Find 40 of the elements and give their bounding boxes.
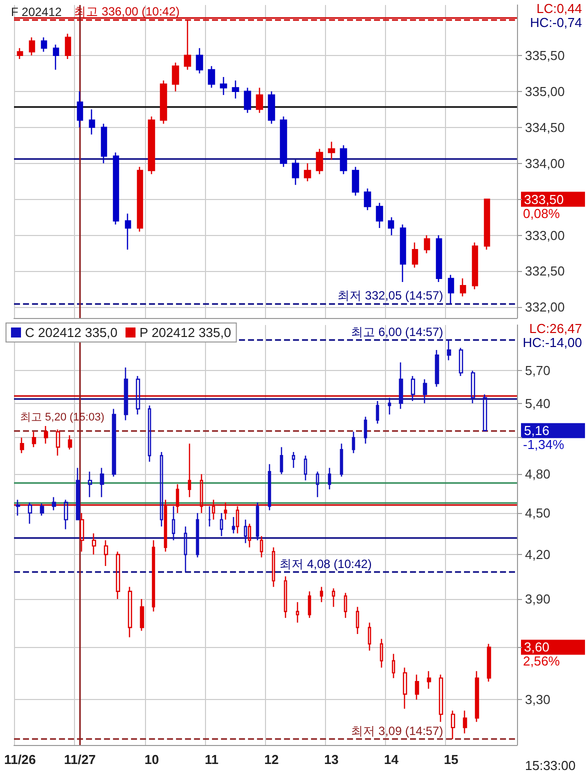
- text: 0,08%: [523, 206, 560, 221]
- x-tick-label: 11: [204, 752, 218, 767]
- text: 3,60: [524, 640, 550, 655]
- y-tick-label: 5,70: [525, 363, 550, 378]
- ref-line-label: 최저 4,08 (10:42): [280, 556, 372, 571]
- x-tick-label: 15: [444, 752, 458, 767]
- y-tick-label: 3,30: [525, 692, 550, 708]
- y-tick-label: 4,50: [525, 505, 550, 520]
- y-tick-label: 4,80: [525, 466, 550, 482]
- y-tick-label: 335,50: [525, 48, 565, 63]
- text: 333,50: [524, 192, 564, 207]
- text: -1,34%: [523, 437, 565, 452]
- x-tick-label: 12: [264, 752, 279, 767]
- y-tick-label: 333,00: [525, 228, 565, 243]
- y-tick-label: 334,50: [525, 120, 565, 135]
- ref-line-label: 최저 3,09 (14:57): [351, 724, 444, 738]
- text: HC:-0,74: [530, 15, 582, 30]
- text: HC:-14,00: [522, 335, 582, 350]
- x-tick-label: 10: [144, 752, 159, 767]
- text: LC:0,44: [536, 1, 582, 16]
- x-tick-label: 13: [324, 752, 339, 767]
- y-tick-label: 334,00: [525, 156, 565, 171]
- chart-title: F 202412: [11, 5, 62, 19]
- y-tick-label: 332,00: [525, 300, 565, 315]
- x-tick-label: 11/26: [4, 752, 36, 767]
- x-tick-label: 14: [384, 752, 400, 767]
- y-tick-label: 332,50: [525, 264, 565, 279]
- y-tick-label: 3,90: [525, 592, 550, 607]
- y-tick-label: 5,40: [525, 396, 550, 411]
- ref-line-label: 최고 6,00 (14:57): [351, 324, 444, 339]
- x-axis-title: 15:33:00: [525, 758, 576, 771]
- ref-line-label: 최저 332,05 (14:57): [338, 288, 444, 303]
- legend-label: C 202412 335,0: [25, 325, 118, 340]
- text: 5,16: [524, 423, 550, 438]
- text: 2,56%: [523, 654, 560, 669]
- y-tick-label: 4,20: [525, 546, 550, 562]
- y-tick-label: 335,00: [525, 84, 565, 99]
- x-tick-label: 11/27: [64, 752, 96, 767]
- text: LC:26,47: [529, 321, 582, 336]
- legend-label: P 202412 335,0: [140, 325, 232, 340]
